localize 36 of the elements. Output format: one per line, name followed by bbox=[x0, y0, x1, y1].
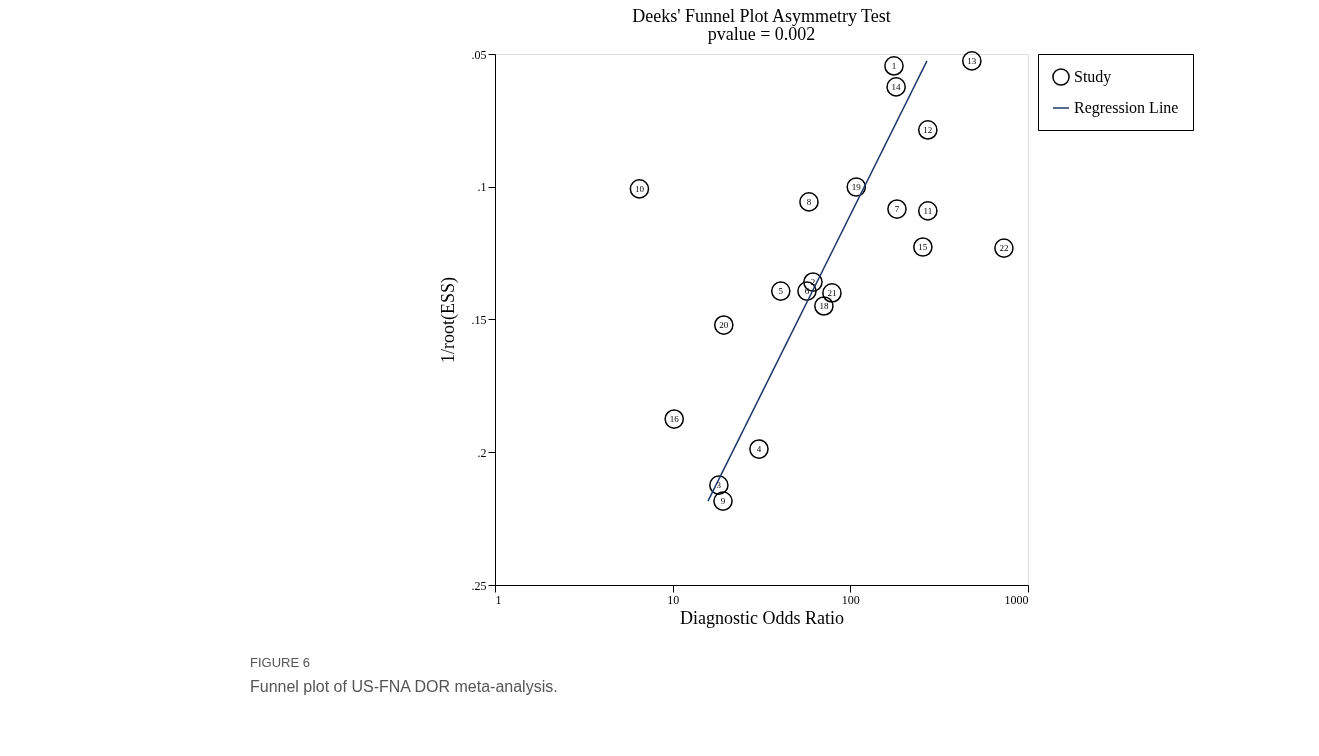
annotation: 2 bbox=[810, 277, 816, 288]
annotation: 21 bbox=[827, 287, 837, 298]
annotation: 8 bbox=[806, 196, 812, 207]
y-tick-label: .05 bbox=[471, 47, 487, 62]
chart-title: Deeks' Funnel Plot Asymmetry Test bbox=[632, 6, 891, 26]
annotation: 1 bbox=[891, 60, 897, 71]
annotation: 14 bbox=[891, 81, 902, 92]
annotation: 3 bbox=[716, 480, 722, 491]
x-tick-label: 1000 bbox=[1004, 592, 1029, 607]
caption: FIGURE 6 bbox=[250, 655, 310, 670]
annotation: 11 bbox=[923, 205, 933, 216]
x-axis-title: Diagnostic Odds Ratio bbox=[680, 607, 844, 628]
annotation: 12 bbox=[923, 124, 933, 135]
x-tick-label: 100 bbox=[841, 592, 860, 607]
text: Funnel plot of US-FNA DOR meta-analysis. bbox=[250, 678, 558, 695]
x-tick-label: 10 bbox=[667, 592, 680, 607]
y-axis-title: 1/root(ESS) bbox=[437, 276, 459, 364]
annotation: 5 bbox=[778, 286, 784, 297]
y-tick-label: .15 bbox=[471, 313, 487, 327]
y-tick-label: .1 bbox=[477, 180, 487, 195]
annotation: 19 bbox=[851, 182, 862, 193]
annotation: 4 bbox=[756, 444, 762, 455]
annotation: 13 bbox=[967, 55, 977, 66]
legend-label: Study bbox=[1074, 68, 1112, 86]
annotation: 10 bbox=[634, 183, 645, 194]
annotation: 20 bbox=[719, 320, 729, 331]
x-tick-label: 1 bbox=[495, 592, 502, 607]
y-tick-label: .2 bbox=[477, 445, 487, 460]
annotation: 16 bbox=[669, 414, 680, 425]
annotation: 7 bbox=[894, 204, 900, 215]
annotation: 15 bbox=[918, 242, 928, 253]
annotation: 9 bbox=[720, 496, 726, 507]
legend-label: Regression Line bbox=[1074, 99, 1179, 117]
annotation: 18 bbox=[819, 300, 829, 311]
y-tick-label: .25 bbox=[471, 578, 487, 593]
annotation: 22 bbox=[999, 243, 1009, 254]
